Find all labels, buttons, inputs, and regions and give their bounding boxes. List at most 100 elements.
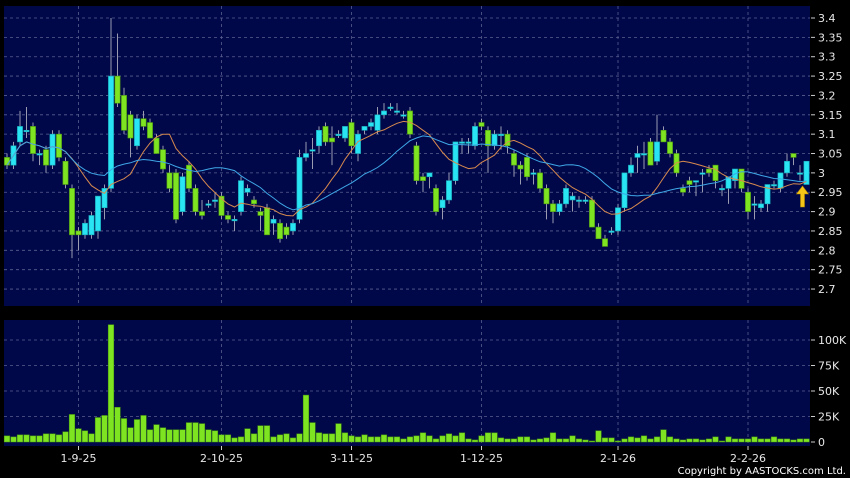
candle-body [459,141,465,144]
candle-body [95,195,101,232]
price-tick-label: 3.2 [818,89,836,102]
volume-tick-label: 75K [818,360,840,373]
candle [641,141,647,170]
candle-body [602,238,608,247]
candle-body [777,172,784,189]
candle [238,176,244,216]
volume-bar [75,428,82,443]
candle [459,138,465,154]
candle [647,138,654,166]
candle-body [179,176,186,212]
candle-body [75,230,82,236]
candle-body [36,153,43,156]
candle [225,211,231,224]
volume-bar [432,438,440,443]
candle [556,199,563,216]
candle [303,141,309,162]
volume-bar [725,436,732,443]
volume-bar [10,436,17,443]
candle-body [686,180,693,185]
price-tick-label: 2.9 [818,206,836,219]
volume-bar [400,438,407,443]
volume-bar [374,436,381,443]
candle-body [712,164,719,181]
candle [186,161,192,193]
volume-bar [55,434,63,443]
volume-bar [413,435,420,443]
volume-tick-label: 0 [818,436,825,449]
candle [374,107,381,135]
volume-bar [705,438,713,443]
volume-bar [120,418,128,443]
candle-body [88,215,95,236]
volume-bar [640,435,648,443]
candle [667,138,673,158]
volume-bar [101,415,108,443]
candle [478,118,485,131]
volume-bar [562,438,570,443]
candle-body [745,191,751,212]
candle-body [17,126,23,143]
volume-bar [790,439,797,443]
candle-body [348,122,355,147]
candle-body [446,180,452,201]
volume-bar [23,434,30,443]
candle-body [296,157,303,220]
candle [621,172,628,212]
volume-bar [452,435,459,443]
volume-bar [757,438,765,443]
volume-bar [458,432,466,443]
volume-bar [257,425,264,443]
candle [277,219,283,243]
volume-bar [595,430,602,443]
candle [95,195,101,239]
volume-bar [718,440,726,443]
volume-bar [543,437,550,443]
candle-body [660,129,667,143]
candle [134,114,140,150]
candle [433,184,439,216]
volume-bar [283,433,290,443]
candle [576,196,582,208]
date-tick-label: 3-11-25 [330,452,373,465]
volume-bar [146,429,154,443]
volume-bar [569,435,576,443]
candle [615,203,621,235]
volume-bar [549,432,557,443]
candle [485,126,491,173]
candle [764,184,771,212]
candle [69,184,75,259]
volume-bar [783,438,791,443]
date-tick-label: 1-9-25 [61,452,97,465]
candle [654,114,660,166]
price-tick-label: 3.35 [818,31,843,44]
candle-body [634,153,641,158]
candle [322,122,329,146]
volume-bar [692,438,700,443]
volume-bar [471,439,479,443]
candle-body [199,211,205,216]
candle-body [491,133,498,147]
candle-body [576,199,582,202]
volume-bar [517,436,524,443]
candle [797,165,803,181]
candle [550,199,556,224]
candle [244,184,251,197]
price-tick-label: 2.95 [818,186,843,199]
candle-body [400,114,407,117]
candle-body [654,141,660,162]
candle [329,126,335,166]
volume-bar [660,429,667,443]
price-tick-label: 3.15 [818,109,843,122]
candle-body [270,219,277,224]
candle-body [465,141,472,144]
ma20-line [6,135,807,211]
candle [608,227,615,235]
candle [88,211,95,239]
candle-body [569,195,576,201]
candle [257,207,264,231]
volume-bar [510,438,518,443]
candle [179,172,186,216]
volume-bar [419,432,427,443]
date-tick-label: 2-1-26 [600,452,636,465]
